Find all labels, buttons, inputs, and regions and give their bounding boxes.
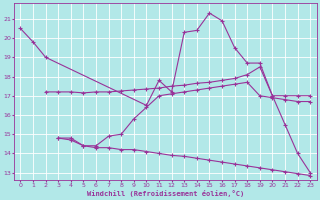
X-axis label: Windchill (Refroidissement éolien,°C): Windchill (Refroidissement éolien,°C) bbox=[87, 190, 244, 197]
